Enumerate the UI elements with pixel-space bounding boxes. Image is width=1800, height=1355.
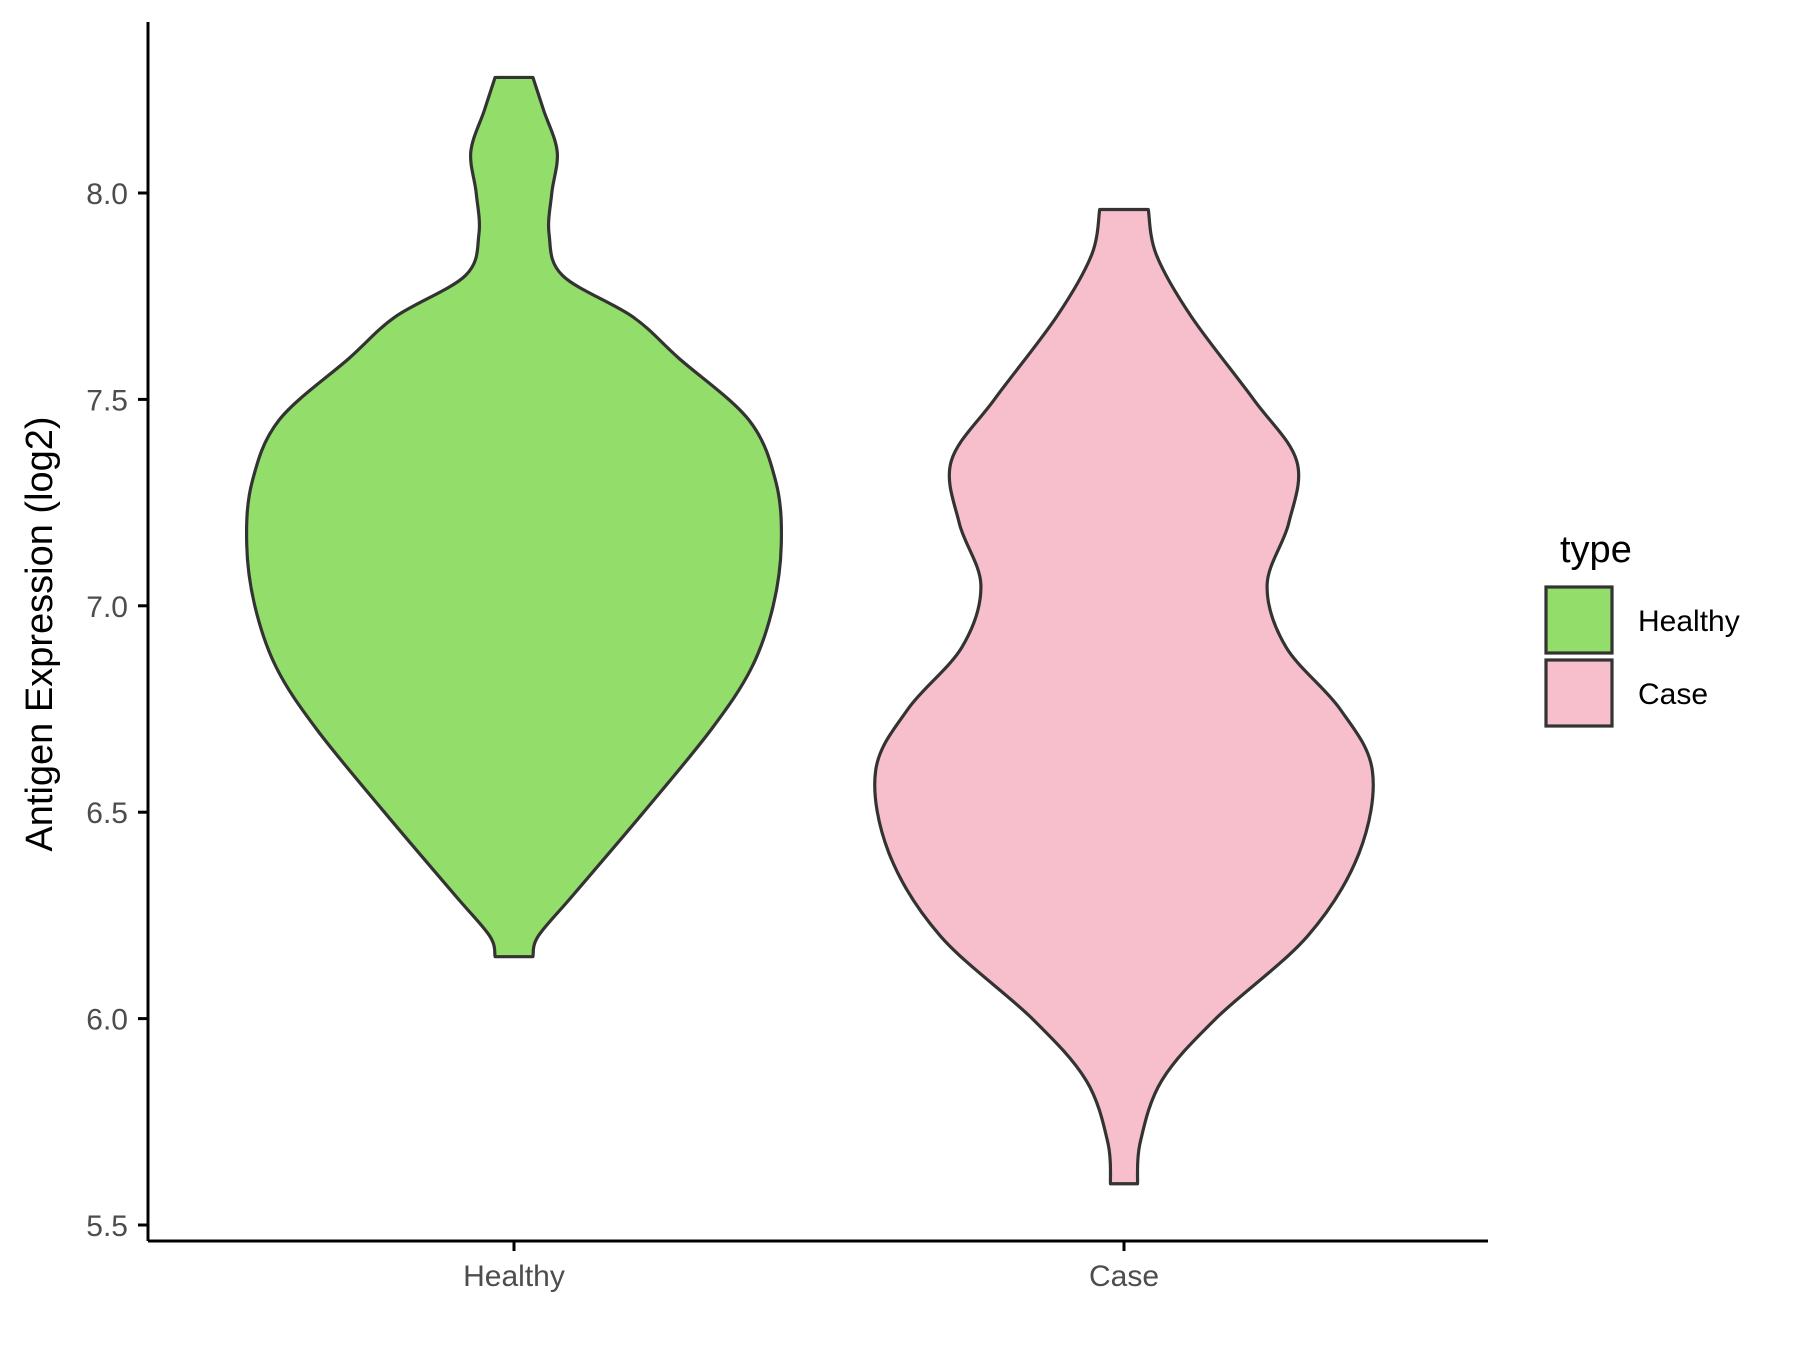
legend-swatch-healthy	[1544, 585, 1614, 655]
legend-title: type	[1560, 529, 1632, 571]
violin-healthy	[244, 75, 784, 959]
y-ticks: 5.5 6.0 6.5 7.0 7.5 8.0	[86, 178, 148, 1243]
y-tick-label: 5.5	[86, 1210, 128, 1243]
x-tick-label: Case	[1089, 1260, 1159, 1293]
axes	[146, 22, 1488, 1243]
y-tick-label: 6.5	[86, 797, 128, 830]
y-tick-label: 7.5	[86, 384, 128, 417]
violin-case	[873, 207, 1375, 1186]
legend-label-case: Case	[1638, 678, 1708, 711]
x-ticks: Healthy Case	[463, 1241, 1159, 1293]
x-tick-label: Healthy	[463, 1260, 565, 1293]
violins	[244, 75, 1375, 1186]
legend-swatch-case	[1544, 658, 1614, 728]
legend-items: Healthy Case	[1544, 585, 1740, 728]
y-tick-label: 8.0	[86, 178, 128, 211]
y-tick-label: 7.0	[86, 591, 128, 624]
y-tick-label: 6.0	[86, 1004, 128, 1037]
y-axis-title: Antigen Expression (log2)	[19, 416, 61, 851]
legend: type Healthy Case	[1544, 529, 1740, 728]
legend-label-healthy: Healthy	[1638, 605, 1740, 638]
